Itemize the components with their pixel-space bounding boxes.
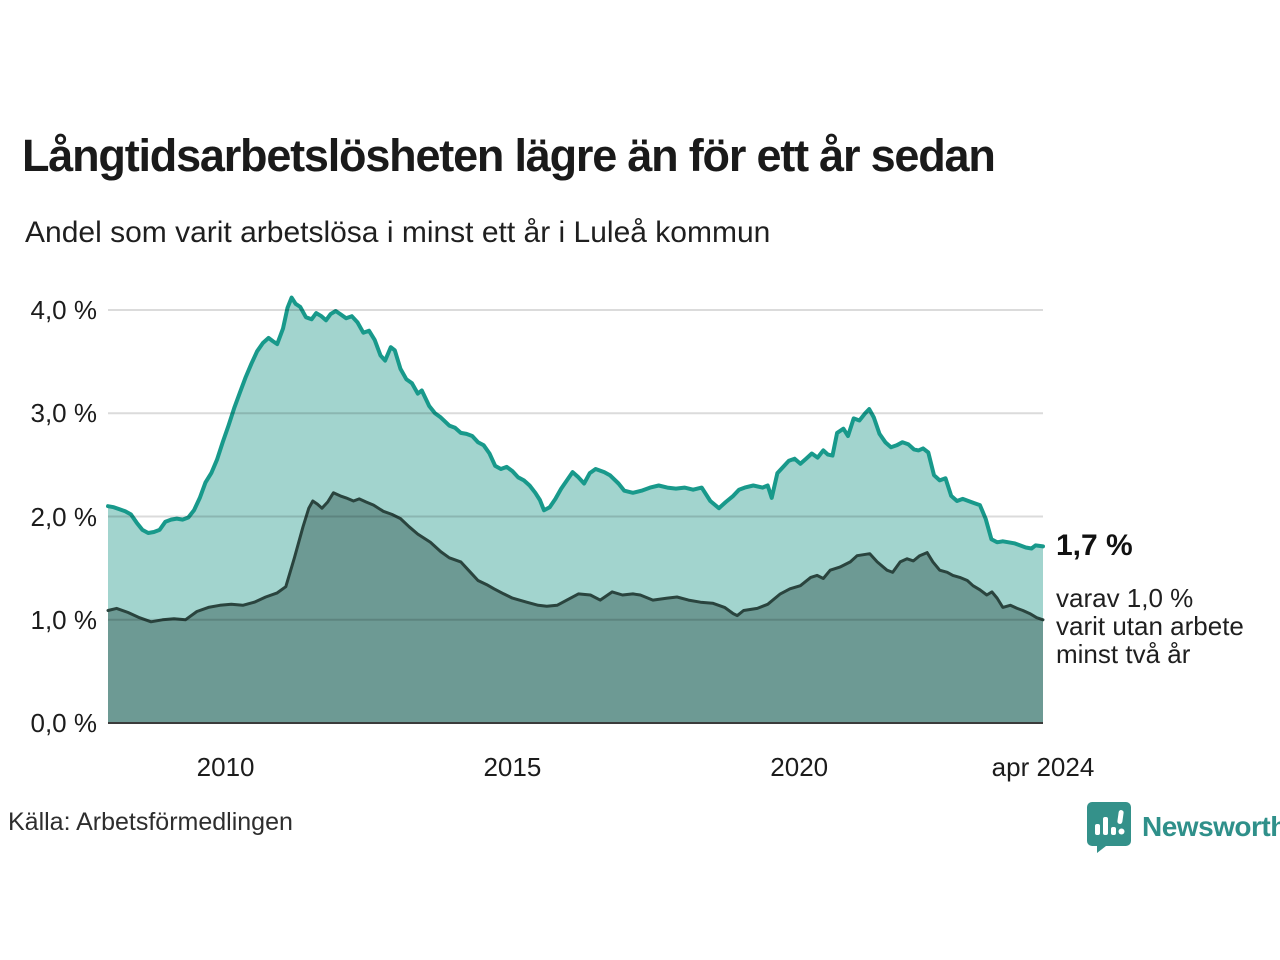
y-tick-label-1: 1,0 % bbox=[30, 604, 98, 635]
page-subtitle: Andel som varit arbetslösa i minst ett å… bbox=[25, 216, 771, 249]
source-credit: Källa: Arbetsförmedlingen bbox=[8, 808, 293, 836]
end-value-detail: varav 1,0 % varit utan arbete minst två … bbox=[1056, 583, 1244, 669]
y-tick-label-2: 2,0 % bbox=[30, 501, 98, 532]
page-title: Långtidsarbetslösheten lägre än för ett … bbox=[22, 130, 996, 181]
y-tick-label-0: 0,0 % bbox=[30, 708, 98, 738]
x-tick-label-2015: 2015 bbox=[483, 752, 542, 782]
x-tick-label-2020: 2020 bbox=[770, 752, 829, 782]
newsworthy-wordmark: Newsworthy bbox=[1142, 811, 1280, 842]
line-series-2 bbox=[106, 491, 1045, 624]
area-fill-series-2 bbox=[108, 492, 1043, 723]
x-tick-label-apr-2024: apr 2024 bbox=[991, 752, 1095, 782]
y-tick-label-3: 3,0 % bbox=[30, 398, 98, 429]
newsworthy-logo-icon bbox=[1087, 802, 1131, 853]
y-tick-label-4: 4,0 % bbox=[30, 295, 98, 325]
end-value-annotation: 1,7 % bbox=[1056, 529, 1133, 562]
x-tick-label-2010: 2010 bbox=[196, 752, 255, 782]
newsworthy-logo: Newsworthy bbox=[1086, 801, 1280, 853]
line-series-1 bbox=[106, 295, 1045, 551]
